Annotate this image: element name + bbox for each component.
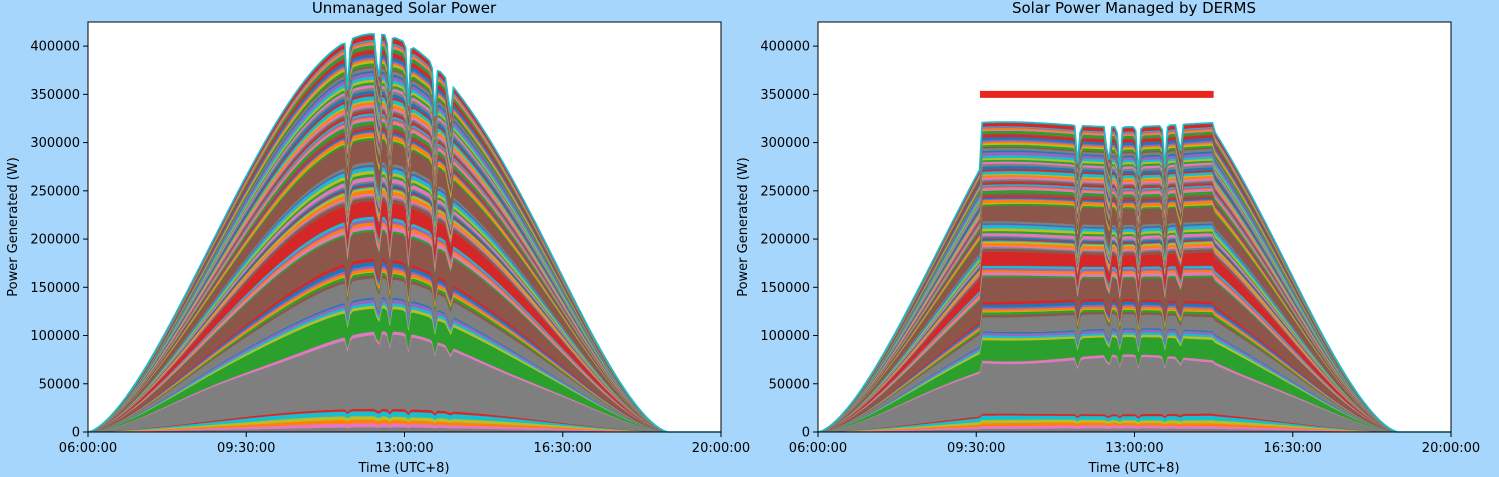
y-tick-label: 50000 (39, 377, 80, 392)
chart-panel-unmanaged: Unmanaged Solar Power 0 50000 100000 150000… (6, 0, 750, 476)
y-tick-label: 50000 (769, 377, 810, 392)
chart-panel-derms: Solar Power Managed by DERMS 0 50000 10000… (736, 0, 1480, 476)
stacked-area-layers (87, 33, 721, 433)
y-axis-label: Power Generated (W) (736, 157, 751, 297)
y-tick-label: 150000 (30, 281, 80, 296)
x-axis-label: Time (UTC+8) (357, 461, 449, 476)
x-axis: 06:00:00 09:30:00 13:00:00 16:30:00 20:00:00 (59, 432, 750, 456)
y-tick-label: 200000 (760, 233, 810, 248)
x-axis: 06:00:00 09:30:00 13:00:00 16:30:00 20:00:00 (789, 432, 1480, 456)
x-tick-label: 06:00:00 (59, 441, 117, 456)
y-axis: 0 50000 100000 150000 200000 250000 300000 3500… (30, 40, 88, 441)
y-tick-label: 350000 (30, 88, 80, 103)
y-tick-label: 400000 (30, 40, 80, 55)
y-tick-label: 100000 (760, 329, 810, 344)
x-tick-label: 16:30:00 (534, 441, 592, 456)
y-tick-label: 0 (802, 426, 810, 441)
y-tick-label: 300000 (760, 136, 810, 151)
x-axis-label: Time (UTC+8) (1087, 461, 1179, 476)
x-tick-label: 06:00:00 (789, 441, 847, 456)
y-tick-label: 300000 (30, 136, 80, 151)
series-edge-line (817, 121, 1451, 433)
x-tick-label: 13:00:00 (375, 441, 433, 456)
stacked-area-layers (817, 121, 1451, 433)
y-axis: 0 50000 100000 150000 200000 250000 300000 3500… (760, 40, 818, 441)
x-tick-label: 16:30:00 (1264, 441, 1322, 456)
y-tick-label: 250000 (760, 184, 810, 199)
y-tick-label: 0 (72, 426, 80, 441)
x-tick-label: 09:30:00 (217, 441, 275, 456)
series-edge-line (87, 33, 721, 433)
y-tick-label: 150000 (760, 281, 810, 296)
x-tick-label: 20:00:00 (1422, 441, 1480, 456)
y-tick-label: 100000 (30, 329, 80, 344)
chart-title: Solar Power Managed by DERMS (1012, 0, 1256, 17)
y-axis-label: Power Generated (W) (6, 157, 21, 297)
y-tick-label: 350000 (760, 88, 810, 103)
x-tick-label: 20:00:00 (692, 441, 750, 456)
x-tick-label: 09:30:00 (947, 441, 1005, 456)
y-tick-label: 400000 (760, 40, 810, 55)
y-tick-label: 250000 (30, 184, 80, 199)
x-tick-label: 13:00:00 (1105, 441, 1163, 456)
y-tick-label: 200000 (30, 233, 80, 248)
chart-title: Unmanaged Solar Power (312, 0, 497, 17)
